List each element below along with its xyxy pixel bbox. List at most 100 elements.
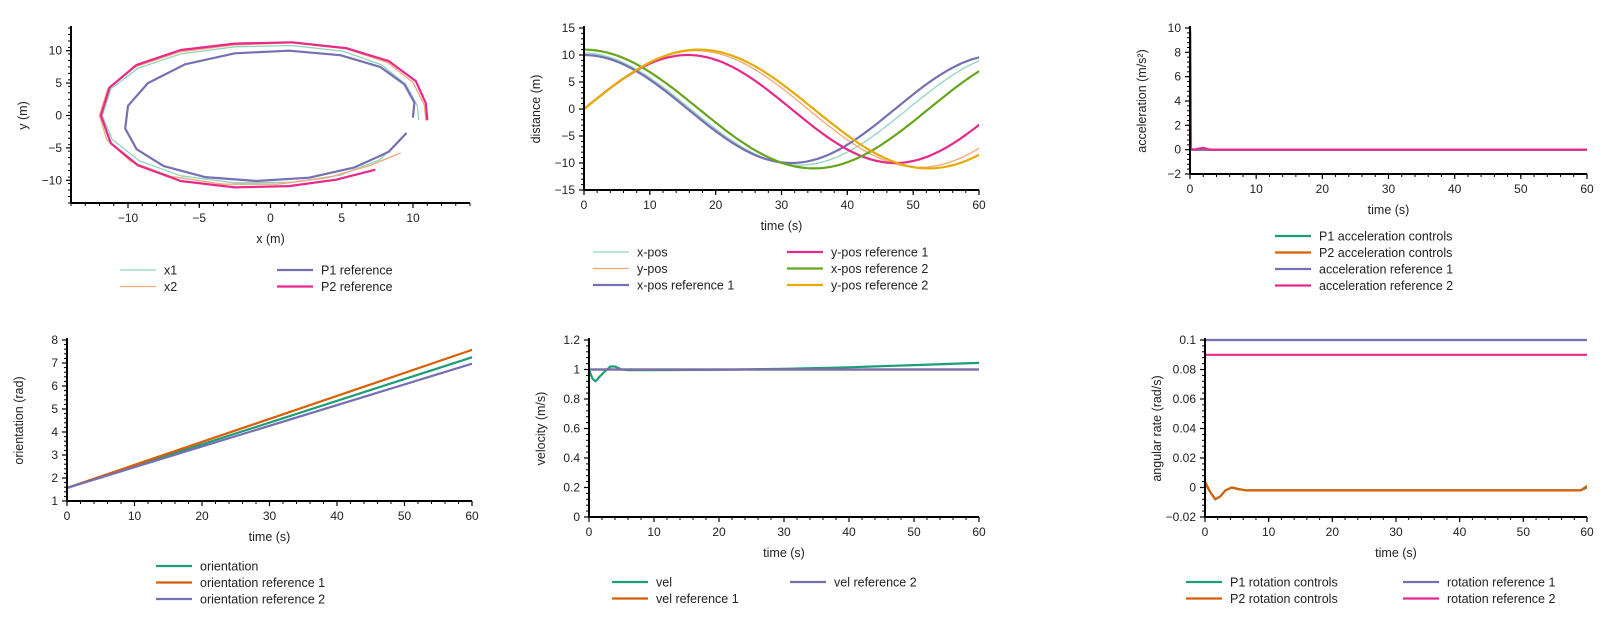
y-axis-label: orientation (rad)	[12, 376, 26, 464]
y-axis-label: acceleration (m/s²)	[1135, 49, 1149, 153]
y-tick-label: 4	[51, 425, 58, 439]
x-axis-label: x (m)	[256, 232, 284, 246]
x-tick-label: 0	[586, 525, 593, 539]
y-tick-label: 10	[1168, 21, 1182, 35]
legend: P1 rotation controls P2 rotation controls…	[1186, 576, 1555, 606]
y-tick-label: 0	[568, 102, 575, 116]
y-tick-label: 0.4	[563, 451, 580, 465]
x-tick-label: 30	[263, 509, 277, 523]
y-tick-label: −5	[561, 129, 575, 143]
series-line-3	[124, 49, 416, 183]
y-tick-label: 6	[1174, 70, 1181, 84]
y-tick-label: 5	[568, 75, 575, 89]
y-tick-label: 10	[49, 44, 63, 58]
y-tick-label: 0.08	[1173, 363, 1197, 377]
subplot-velocity: 0 10 20 30 40 50 60 0 0.2 0.4 0.6 0.8 1 1.2 time (s) ve…	[534, 333, 986, 606]
x-tick-label: 10	[1262, 525, 1276, 539]
series-group	[1205, 338, 1587, 501]
x-tick-label: 60	[1580, 525, 1594, 539]
x-tick-label: 0	[581, 198, 588, 212]
x-tick-label: 10	[647, 525, 661, 539]
y-tick-label: 10	[562, 48, 576, 62]
x-tick-label: 30	[777, 525, 791, 539]
series-group	[67, 348, 472, 489]
y-tick-label: 0.1	[1179, 333, 1196, 347]
legend-label: y-pos reference 1	[831, 246, 928, 260]
y-axis-label: distance (m)	[529, 75, 543, 144]
y-tick-label: −15	[555, 183, 576, 197]
y-tick-label: 7	[51, 356, 58, 370]
legend-label: x1	[164, 264, 177, 278]
y-tick-label: 0.02	[1173, 451, 1197, 465]
legend-label: y-pos	[637, 262, 668, 276]
y-tick-label: 2	[51, 471, 58, 485]
y-tick-label: 1	[51, 494, 58, 508]
legend-label: P2 reference	[321, 280, 393, 294]
x-axis-label: time (s)	[249, 530, 291, 544]
y-tick-label: 15	[562, 21, 576, 35]
x-axis-label: time (s)	[1375, 546, 1417, 560]
series-line-4	[99, 41, 429, 189]
y-tick-label: 3	[51, 448, 58, 462]
x-tick-label: −10	[118, 211, 139, 225]
y-tick-label: 6	[51, 379, 58, 393]
x-tick-label: 20	[1326, 525, 1340, 539]
y-axis-label: y (m)	[16, 101, 30, 129]
x-tick-label: 10	[406, 211, 420, 225]
subplot-angular-rate: 0 10 20 30 40 50 60 −0.02 0 0.02 0.04 0.06 0.08 0.1 ti…	[1150, 333, 1594, 606]
x-tick-label: 60	[972, 198, 986, 212]
x-tick-label: 20	[709, 198, 723, 212]
legend-label: orientation reference 2	[200, 593, 325, 607]
y-tick-label: 5	[51, 402, 58, 416]
x-axis-label: time (s)	[1368, 203, 1410, 217]
x-tick-label: 50	[1514, 182, 1528, 196]
x-tick-label: 40	[842, 525, 856, 539]
y-tick-label: 8	[1174, 45, 1181, 59]
x-tick-label: 10	[1249, 182, 1263, 196]
y-tick-label: 0	[55, 109, 62, 123]
subplot-acceleration: 0 10 20 30 40 50 60 −2 0 2 4 6 8 10 time (s) accelerati…	[1135, 21, 1594, 293]
legend-label: acceleration reference 1	[1319, 263, 1453, 277]
x-tick-label: 30	[1389, 525, 1403, 539]
x-tick-label: 50	[398, 509, 412, 523]
series-group	[589, 361, 979, 383]
y-tick-label: −10	[42, 173, 63, 187]
y-tick-label: 0.8	[563, 392, 580, 406]
x-tick-label: 10	[128, 509, 142, 523]
x-tick-label: 10	[643, 198, 657, 212]
y-tick-label: −0.02	[1166, 510, 1197, 524]
x-tick-label: 20	[712, 525, 726, 539]
x-axis-label: time (s)	[763, 546, 805, 560]
x-tick-label: 30	[775, 198, 789, 212]
y-axis-label: angular rate (rad/s)	[1150, 375, 1164, 481]
legend-label: orientation	[200, 560, 258, 574]
y-tick-label: 4	[1174, 94, 1181, 108]
x-tick-label: 60	[1580, 182, 1594, 196]
subplot-trajectory: −10 −5 0 5 10 −10 −5 0 5 10 x (m) y (m) x1 x2 P1 refer…	[16, 26, 471, 294]
y-tick-label: 0	[573, 510, 580, 524]
series-group	[98, 41, 429, 189]
y-tick-label: 2	[1174, 118, 1181, 132]
y-tick-label: 0.6	[563, 422, 580, 436]
y-tick-label: −5	[48, 141, 62, 155]
legend-label: P2 rotation controls	[1230, 592, 1338, 606]
legend: x1 x2 P1 reference P2 reference	[120, 264, 393, 294]
legend-label: rotation reference 1	[1447, 576, 1555, 590]
x-tick-label: 0	[1187, 182, 1194, 196]
legend-label: P1 acceleration controls	[1319, 230, 1452, 244]
y-tick-label: −2	[1167, 167, 1181, 181]
x-tick-label: 40	[1448, 182, 1462, 196]
y-tick-label: 0	[1174, 143, 1181, 157]
legend-label: y-pos reference 2	[831, 279, 928, 293]
legend-label: vel	[656, 576, 672, 590]
series-line-2	[67, 348, 472, 489]
series-line-2	[1205, 480, 1587, 501]
series-line-5	[584, 48, 979, 170]
series-line-1	[584, 52, 979, 166]
y-tick-label: 0.04	[1173, 422, 1197, 436]
y-tick-label: 0	[1189, 481, 1196, 495]
legend: P1 acceleration controls P2 acceleration …	[1275, 230, 1453, 293]
y-axis-label: velocity (m/s)	[534, 392, 548, 466]
y-tick-label: 5	[55, 76, 62, 90]
